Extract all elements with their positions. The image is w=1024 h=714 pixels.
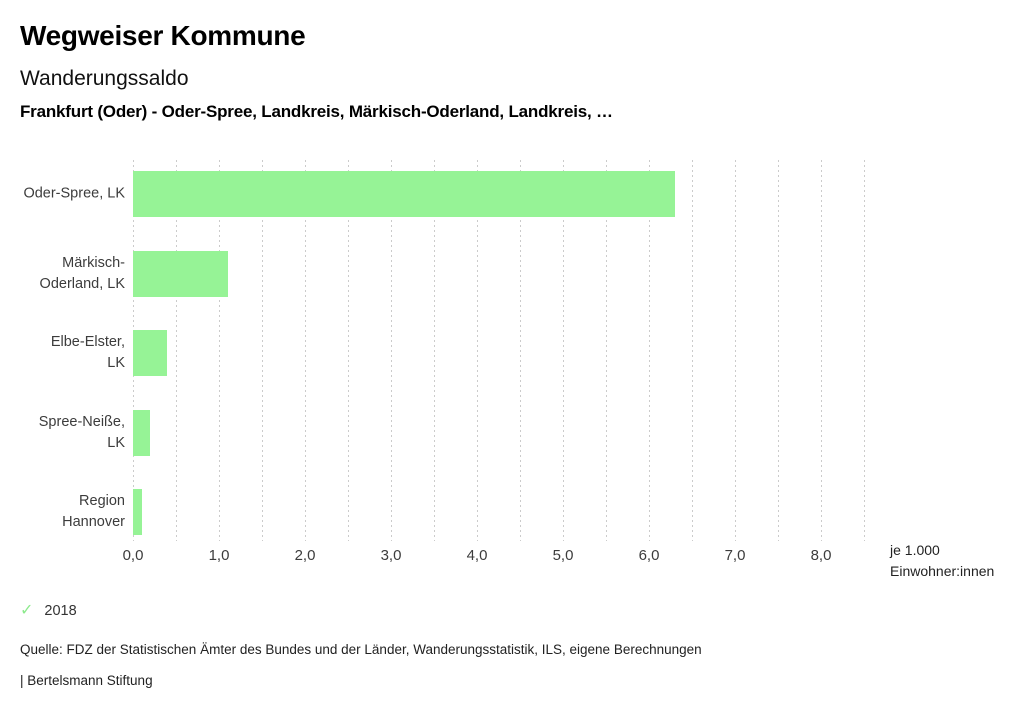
chart-title: Wanderungssaldo bbox=[20, 67, 189, 90]
bar[interactable] bbox=[133, 409, 151, 456]
gridline bbox=[778, 160, 779, 541]
legend-year-label: 2018 bbox=[44, 603, 77, 619]
gridline bbox=[821, 160, 822, 541]
gridline bbox=[305, 160, 306, 541]
category-label: Spree-Neiße, LK bbox=[13, 412, 125, 454]
x-axis-tick-label: 4,0 bbox=[466, 547, 488, 564]
x-axis-unit-line1: je 1.000 bbox=[890, 542, 940, 558]
category-label-line: Oder-Spree, LK bbox=[23, 185, 125, 202]
gridline bbox=[735, 160, 736, 541]
chart-selection-subtitle: Frankfurt (Oder) - Oder-Spree, Landkreis… bbox=[20, 102, 613, 121]
x-axis-tick-label: 6,0 bbox=[638, 547, 660, 564]
category-label-line: Hannover bbox=[62, 514, 125, 530]
category-label: Oder-Spree, LK bbox=[13, 184, 125, 205]
x-axis-unit-label: je 1.000 Einwohner:innen bbox=[890, 540, 994, 582]
gridline bbox=[692, 160, 693, 541]
x-axis-tick-label: 1,0 bbox=[208, 547, 230, 564]
branding-text: | Bertelsmann Stiftung bbox=[20, 673, 153, 688]
gridline bbox=[477, 160, 478, 541]
bar[interactable] bbox=[133, 171, 675, 217]
category-label: Märkisch- Oderland, LK bbox=[13, 253, 125, 295]
gridline bbox=[176, 160, 177, 541]
gridline bbox=[864, 160, 865, 541]
x-axis-tick-label: 0,0 bbox=[122, 547, 144, 564]
x-axis-unit-line2: Einwohner:innen bbox=[890, 563, 995, 579]
x-axis-tick-label: 7,0 bbox=[724, 547, 746, 564]
gridline bbox=[391, 160, 392, 541]
category-label-line: Spree-Neiße, bbox=[38, 413, 125, 430]
category-label-line: LK bbox=[107, 355, 125, 371]
gridline bbox=[520, 160, 521, 541]
category-label-line: Märkisch- bbox=[62, 254, 125, 271]
check-icon: ✓ bbox=[20, 602, 34, 619]
category-label: Region Hannover bbox=[13, 491, 125, 533]
x-axis-tick-label: 8,0 bbox=[810, 547, 832, 564]
bar[interactable] bbox=[133, 489, 142, 535]
category-label-line: Elbe-Elster, bbox=[50, 334, 125, 350]
bar[interactable] bbox=[133, 250, 228, 297]
page-title: Wegweiser Kommune bbox=[20, 20, 306, 51]
category-label-line: LK bbox=[107, 434, 125, 451]
gridline bbox=[563, 160, 564, 541]
gridline bbox=[606, 160, 607, 541]
x-axis-tick-label: 2,0 bbox=[294, 547, 316, 564]
category-label: Elbe-Elster, LK bbox=[13, 332, 125, 374]
gridline bbox=[262, 160, 263, 541]
category-label-line: Oderland, LK bbox=[39, 275, 125, 292]
legend-item-2018[interactable]: ✓ 2018 bbox=[20, 602, 77, 620]
x-axis-tick-label: 3,0 bbox=[380, 547, 402, 564]
gridline bbox=[219, 160, 220, 541]
gridline bbox=[649, 160, 650, 541]
bar[interactable] bbox=[133, 330, 168, 376]
source-note: Quelle: FDZ der Statistischen Ämter des … bbox=[20, 642, 702, 657]
gridline bbox=[348, 160, 349, 541]
gridline bbox=[434, 160, 435, 541]
x-axis-tick-label: 5,0 bbox=[552, 547, 574, 564]
category-label-line: Region bbox=[79, 493, 125, 509]
